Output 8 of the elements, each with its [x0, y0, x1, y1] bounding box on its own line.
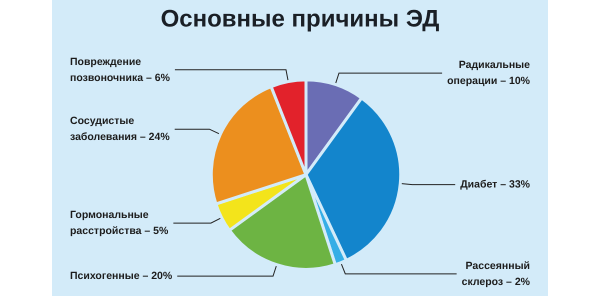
slice-label: Радикальные операции – 10%	[447, 59, 531, 88]
slice-label: Рассеянный склероз – 2%	[462, 260, 531, 288]
slice-label: Сосудистые заболевания – 24%	[70, 115, 170, 144]
slice-label: Психогенные – 20%	[70, 270, 173, 282]
slice-label: Повреждение позвоночника – 6%	[70, 56, 171, 84]
chart-title: Основные причины ЭД	[160, 6, 440, 32]
slice-label: Диабет – 33%	[460, 178, 531, 191]
slice-label: Гормональные расстройства – 5%	[70, 209, 170, 238]
